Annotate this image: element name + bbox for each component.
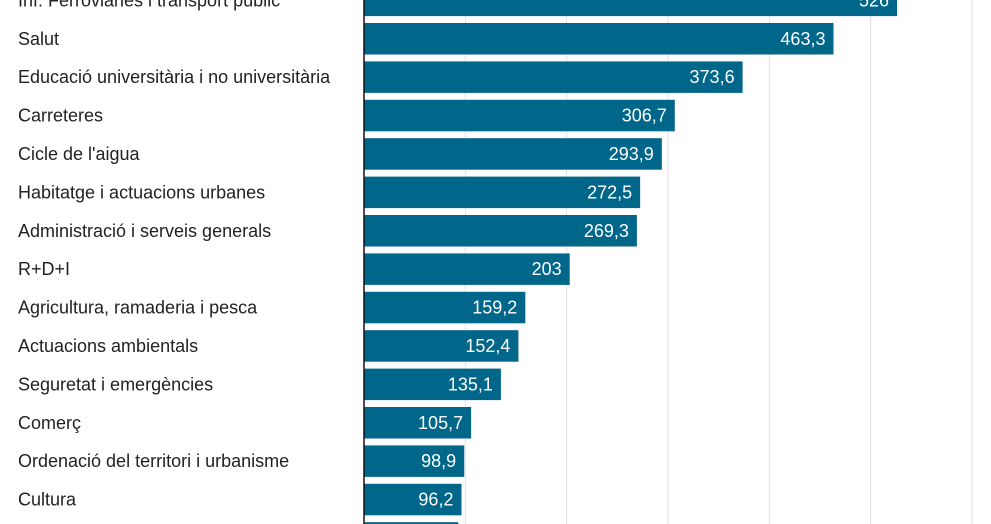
bar — [364, 215, 637, 247]
bar — [364, 99, 675, 132]
category-label: R+D+I — [18, 259, 70, 279]
value-label: 135,1 — [448, 374, 493, 394]
bar — [364, 176, 641, 209]
category-label: Agricultura, ramaderia i pesca — [18, 298, 258, 318]
value-label: 526 — [859, 0, 889, 10]
category-label: Carreteres — [18, 106, 103, 126]
bar — [364, 330, 519, 362]
value-label: 373,6 — [690, 67, 735, 87]
category-label: Administració i serveis generals — [18, 221, 271, 241]
bar — [364, 61, 743, 93]
bar — [364, 368, 501, 401]
bar — [364, 483, 462, 516]
bar — [364, 291, 526, 324]
value-label: 306,7 — [622, 106, 667, 126]
bar — [364, 445, 465, 477]
category-label: Actuacions ambientals — [18, 336, 198, 356]
category-label: Educació universitària i no universitàri… — [18, 67, 331, 87]
category-label: Cultura — [18, 490, 77, 510]
bar — [364, 23, 834, 55]
bar — [364, 522, 459, 524]
bar — [364, 407, 472, 439]
bar — [364, 138, 662, 170]
value-label: 159,2 — [472, 298, 517, 318]
value-label: 152,4 — [465, 336, 510, 356]
category-label: Salut — [18, 29, 59, 49]
bar — [364, 0, 898, 17]
value-label: 272,5 — [587, 182, 632, 202]
value-label: 203 — [532, 259, 562, 279]
category-label: Seguretat i emergències — [18, 374, 213, 394]
value-label: 105,7 — [418, 413, 463, 433]
value-label: 463,3 — [780, 29, 825, 49]
value-label: 269,3 — [584, 221, 629, 241]
category-label: Ordenació del territori i urbanisme — [18, 451, 289, 471]
value-label: 96,2 — [418, 490, 453, 510]
value-label: 98,9 — [421, 451, 456, 471]
category-label: Cicle de l'aigua — [18, 144, 140, 164]
category-label: Habitatge i actuacions urbanes — [18, 182, 265, 202]
category-label: Inf. Ferroviàries i transport públic — [18, 0, 280, 10]
category-label: Comerç — [18, 413, 81, 433]
value-label: 293,9 — [609, 144, 654, 164]
bar — [364, 253, 570, 285]
